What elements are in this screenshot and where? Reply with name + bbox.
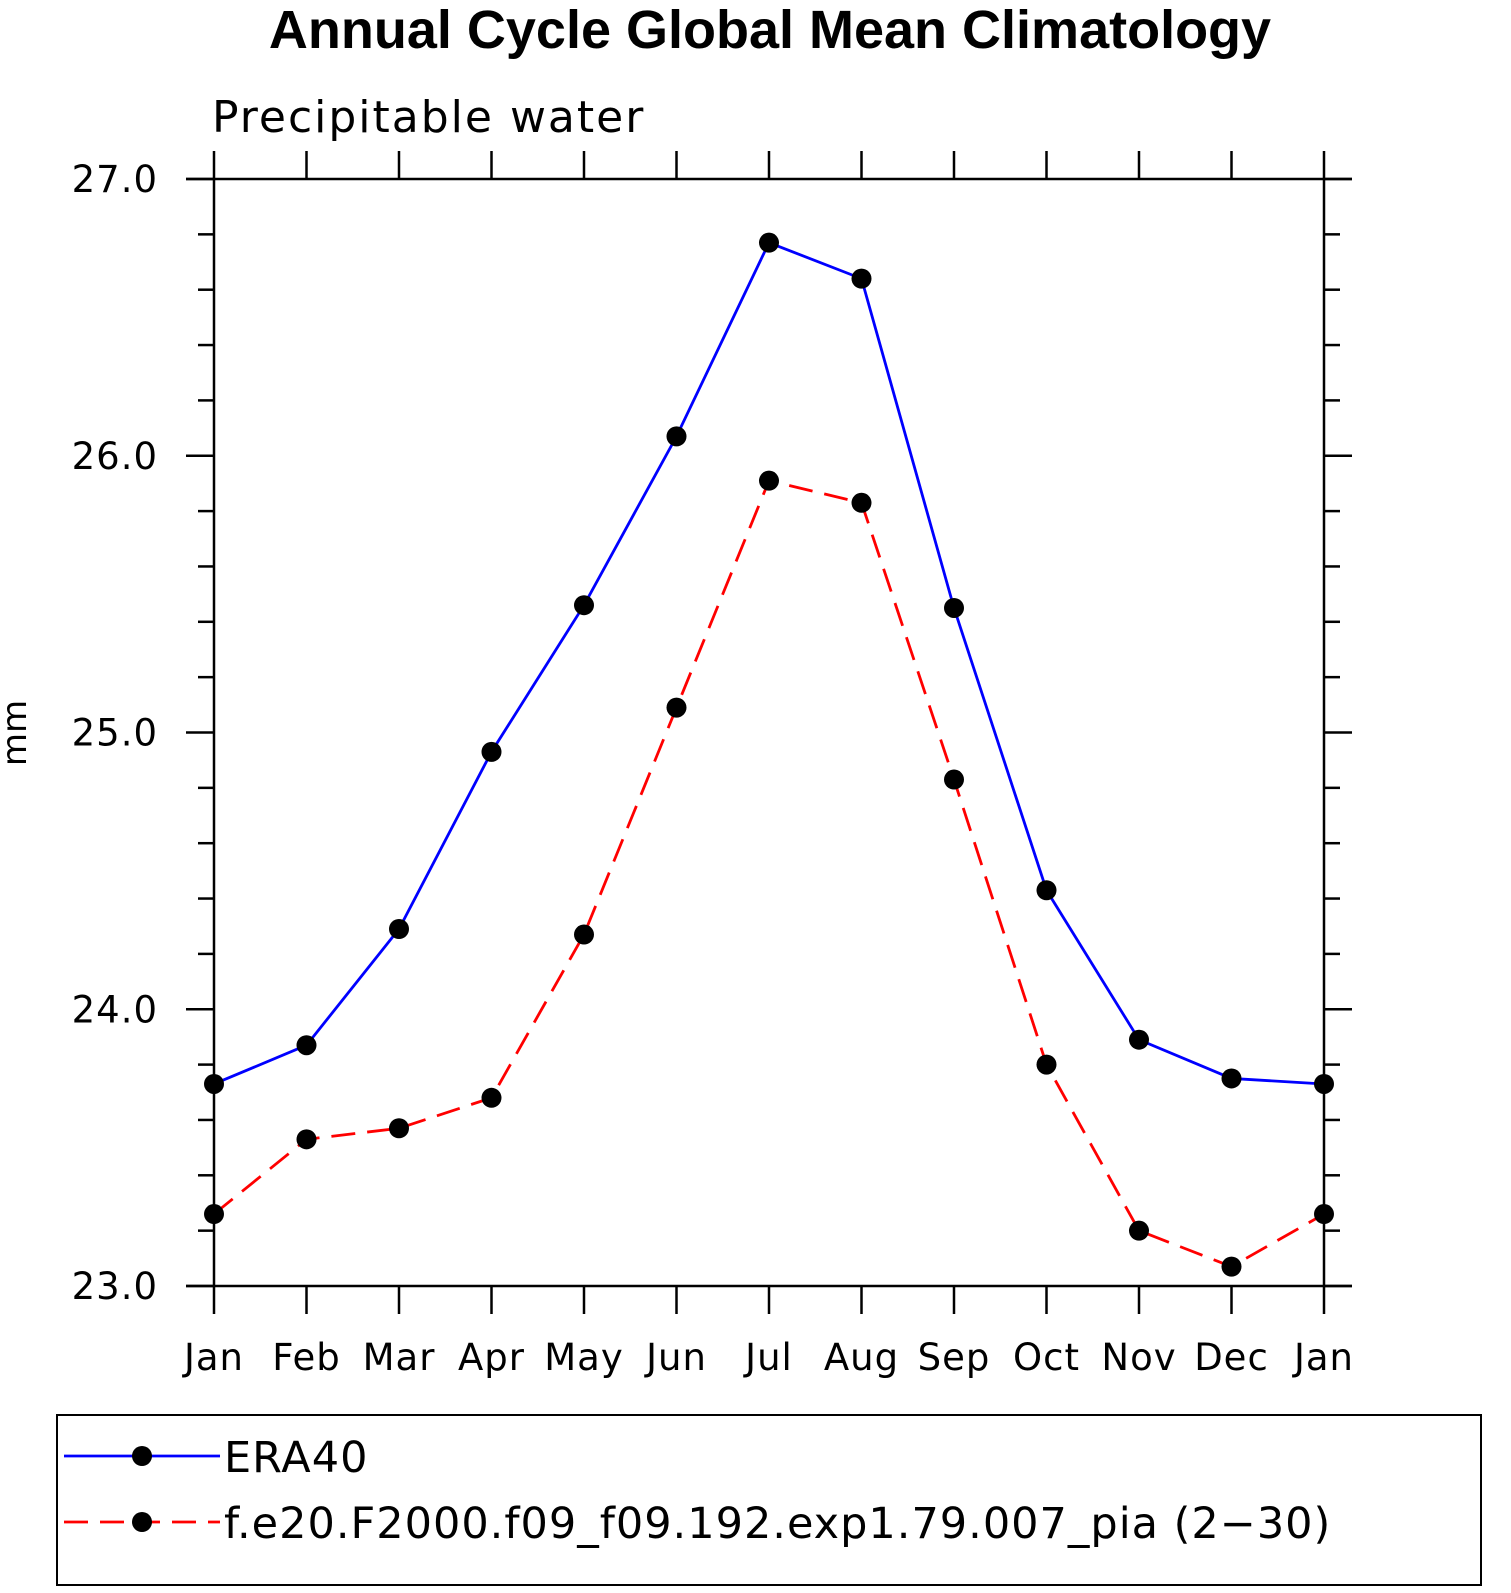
- legend-label-model: f.e20.F2000.f09_f09.192.exp1.79.007_pia …: [224, 1499, 1331, 1549]
- x-tick-label: Nov: [1101, 1336, 1176, 1379]
- legend-marker-era40: [132, 1446, 152, 1466]
- x-tick-label: Oct: [1013, 1336, 1080, 1379]
- x-tick-label: Mar: [363, 1336, 436, 1379]
- chart-title: Annual Cycle Global Mean Climatology: [269, 0, 1271, 60]
- series-0-point: [296, 1035, 317, 1056]
- series-0-point: [1221, 1068, 1242, 1089]
- series-1-point: [1221, 1256, 1242, 1277]
- series-1-point: [1129, 1220, 1149, 1241]
- y-axis-ticks: 23.0 24.0 25.0 26.0 27.0: [72, 158, 1352, 1308]
- y-axis-label: mm: [0, 700, 35, 766]
- series-1-point: [481, 1087, 502, 1108]
- series-1-point: [851, 492, 872, 513]
- series-0-point: [1314, 1073, 1334, 1094]
- x-tick-label: Dec: [1194, 1336, 1269, 1379]
- series-0-point: [759, 232, 779, 253]
- series-0-point: [1129, 1029, 1149, 1050]
- y-tick-label: 27.0: [72, 158, 158, 201]
- y-tick-label: 24.0: [72, 988, 158, 1031]
- series-1-point: [204, 1204, 224, 1225]
- series-1-point: [759, 470, 779, 491]
- legend-label-era40: ERA40: [224, 1433, 368, 1483]
- series-0-point: [574, 595, 594, 616]
- plot-frame: [186, 177, 1352, 1288]
- series-0-point: [666, 426, 687, 447]
- y-tick-label: 25.0: [72, 712, 158, 755]
- x-tick-label: May: [544, 1336, 624, 1379]
- legend-marker-model: [132, 1512, 152, 1532]
- series-1-point: [666, 697, 687, 718]
- series-1-point: [296, 1129, 317, 1150]
- x-tick-label: Aug: [824, 1336, 899, 1379]
- x-tick-label: Jan: [182, 1336, 244, 1379]
- series-line-1: [213, 479, 1325, 1269]
- series-1-point: [574, 924, 594, 945]
- series-1-point: [944, 769, 964, 790]
- x-tick-label: Sep: [918, 1336, 991, 1379]
- legend-box: [56, 1414, 1482, 1586]
- series-0-point: [1036, 880, 1057, 901]
- series-0-point: [204, 1073, 224, 1094]
- series-layer: [204, 232, 1334, 1277]
- x-tick-label: Jul: [743, 1336, 793, 1379]
- x-tick-label: Jan: [1292, 1336, 1354, 1379]
- chart-subtitle: Precipitable water: [212, 92, 645, 143]
- x-tick-label: Jun: [644, 1336, 707, 1379]
- series-0-point: [389, 918, 409, 939]
- legend: ERA40 f.e20.F2000.f09_f09.192.exp1.79.00…: [56, 1414, 1482, 1586]
- series-0-point: [944, 597, 964, 618]
- y-tick-label: 23.0: [72, 1265, 158, 1308]
- y-tick-label: 26.0: [72, 435, 158, 478]
- x-tick-label: Feb: [272, 1336, 341, 1379]
- x-tick-label: Apr: [458, 1336, 525, 1379]
- series-0-point: [481, 741, 502, 762]
- series-1-point: [389, 1118, 409, 1139]
- x-axis-ticks: Jan Feb Mar Apr May Jun Jul Aug Sep Oct Nov Dec Jan: [182, 151, 1354, 1379]
- series-0-point: [851, 268, 872, 289]
- series-1-point: [1314, 1204, 1334, 1225]
- series-line-0: [213, 240, 1325, 1086]
- series-1-point: [1036, 1054, 1057, 1075]
